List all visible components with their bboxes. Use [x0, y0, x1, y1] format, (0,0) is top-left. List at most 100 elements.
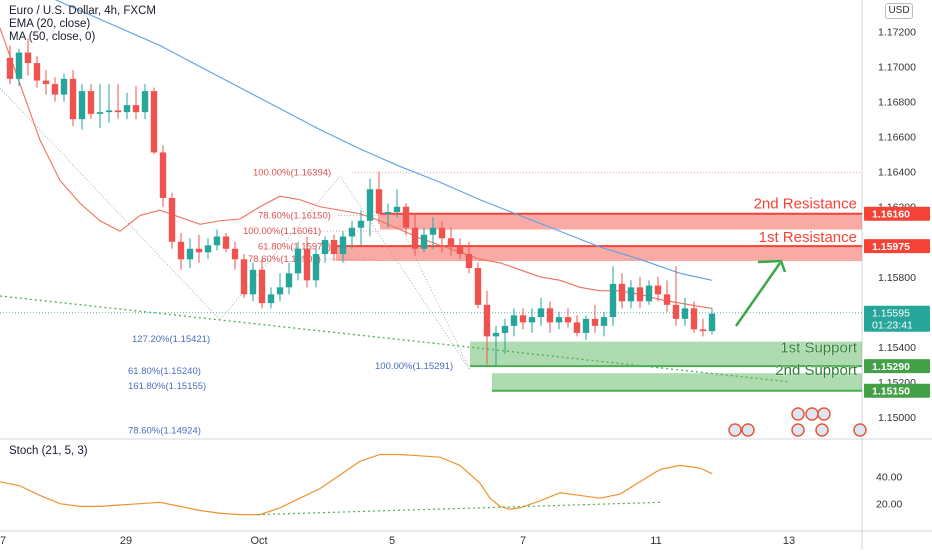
- candle[interactable]: [204, 238, 212, 260]
- candle[interactable]: [474, 262, 482, 309]
- candle[interactable]: [69, 70, 77, 127]
- candle[interactable]: [483, 290, 491, 365]
- candle[interactable]: [330, 234, 338, 262]
- candle[interactable]: [132, 85, 140, 120]
- candle[interactable]: [438, 220, 446, 253]
- event-flag-icon[interactable]: [791, 407, 805, 421]
- candle[interactable]: [447, 227, 455, 256]
- candle[interactable]: [177, 233, 185, 270]
- candle[interactable]: [249, 262, 257, 302]
- candle[interactable]: [663, 280, 671, 312]
- event-flag-icon[interactable]: [817, 407, 831, 421]
- candle[interactable]: [384, 203, 392, 228]
- candle[interactable]: [555, 311, 563, 330]
- candle[interactable]: [87, 84, 95, 120]
- candle[interactable]: [564, 308, 572, 328]
- candle[interactable]: [672, 266, 680, 326]
- candle-body: [636, 287, 644, 302]
- candle[interactable]: [618, 273, 626, 309]
- currency-badge[interactable]: USD: [885, 3, 913, 19]
- candle[interactable]: [24, 38, 32, 76]
- candle[interactable]: [600, 311, 608, 337]
- candle[interactable]: [33, 56, 41, 88]
- candle[interactable]: [42, 70, 50, 95]
- candle[interactable]: [348, 220, 356, 249]
- candle[interactable]: [303, 236, 311, 288]
- candle[interactable]: [339, 231, 347, 263]
- candle[interactable]: [636, 276, 644, 309]
- event-flag-icon[interactable]: [741, 423, 755, 437]
- candle[interactable]: [366, 178, 374, 237]
- candle[interactable]: [501, 318, 509, 354]
- candle[interactable]: [6, 45, 14, 85]
- candle[interactable]: [60, 73, 68, 102]
- candle[interactable]: [357, 210, 365, 246]
- candle[interactable]: [402, 203, 410, 235]
- candle[interactable]: [78, 84, 86, 130]
- ma-indicator-label[interactable]: MA (50, close, 0): [9, 31, 96, 43]
- candle[interactable]: [690, 301, 698, 333]
- candle[interactable]: [96, 84, 104, 128]
- candle[interactable]: [456, 238, 464, 260]
- candle[interactable]: [699, 318, 707, 337]
- candle[interactable]: [312, 248, 320, 288]
- candle[interactable]: [15, 49, 23, 86]
- candle-body: [447, 238, 455, 248]
- candle[interactable]: [654, 276, 662, 302]
- candle[interactable]: [294, 241, 302, 281]
- candle[interactable]: [168, 192, 176, 249]
- candle[interactable]: [645, 280, 653, 305]
- candle[interactable]: [465, 241, 473, 274]
- event-flag-icon[interactable]: [853, 423, 867, 437]
- candle[interactable]: [141, 84, 149, 120]
- candle[interactable]: [150, 87, 158, 155]
- candle[interactable]: [51, 77, 59, 102]
- candle[interactable]: [537, 297, 545, 326]
- candle[interactable]: [609, 266, 617, 326]
- candle[interactable]: [258, 259, 266, 309]
- candle[interactable]: [321, 236, 329, 263]
- candle-body: [645, 285, 653, 302]
- support-1st-label: 1st Support: [780, 340, 858, 357]
- candle[interactable]: [375, 171, 383, 225]
- candle[interactable]: [195, 234, 203, 263]
- candle[interactable]: [708, 308, 716, 335]
- event-flag-icon[interactable]: [805, 407, 819, 421]
- candle[interactable]: [285, 262, 293, 295]
- candle[interactable]: [582, 315, 590, 340]
- candle[interactable]: [393, 189, 401, 218]
- candle[interactable]: [420, 227, 428, 253]
- ema-indicator-label[interactable]: EMA (20, close): [9, 18, 91, 30]
- candle[interactable]: [429, 217, 437, 249]
- candle[interactable]: [105, 84, 113, 123]
- candle[interactable]: [213, 229, 221, 251]
- candle-body: [402, 206, 410, 228]
- stoch-indicator-label[interactable]: Stoch (21, 5, 3): [9, 445, 88, 457]
- event-flag-icon[interactable]: [815, 423, 829, 437]
- candle[interactable]: [222, 233, 230, 253]
- candle[interactable]: [546, 301, 554, 333]
- candle[interactable]: [114, 84, 122, 120]
- candle[interactable]: [528, 308, 536, 333]
- event-flag-icon[interactable]: [728, 423, 742, 437]
- candle[interactable]: [123, 92, 131, 120]
- candle[interactable]: [510, 308, 518, 337]
- candle[interactable]: [591, 304, 599, 333]
- candle[interactable]: [492, 325, 500, 367]
- candle[interactable]: [573, 315, 581, 337]
- candle[interactable]: [159, 145, 167, 207]
- candle[interactable]: [186, 238, 194, 269]
- candle[interactable]: [240, 254, 248, 298]
- candle[interactable]: [267, 287, 275, 309]
- candle[interactable]: [276, 273, 284, 302]
- candle[interactable]: [627, 280, 635, 309]
- candle[interactable]: [231, 241, 239, 270]
- event-flag-icon[interactable]: [791, 423, 805, 437]
- symbol-title[interactable]: Euro / U.S. Dollar, 4h, FXCM: [9, 5, 156, 17]
- candle-body: [366, 189, 374, 221]
- candle[interactable]: [411, 213, 419, 256]
- candle[interactable]: [519, 308, 527, 330]
- candle[interactable]: [681, 297, 689, 326]
